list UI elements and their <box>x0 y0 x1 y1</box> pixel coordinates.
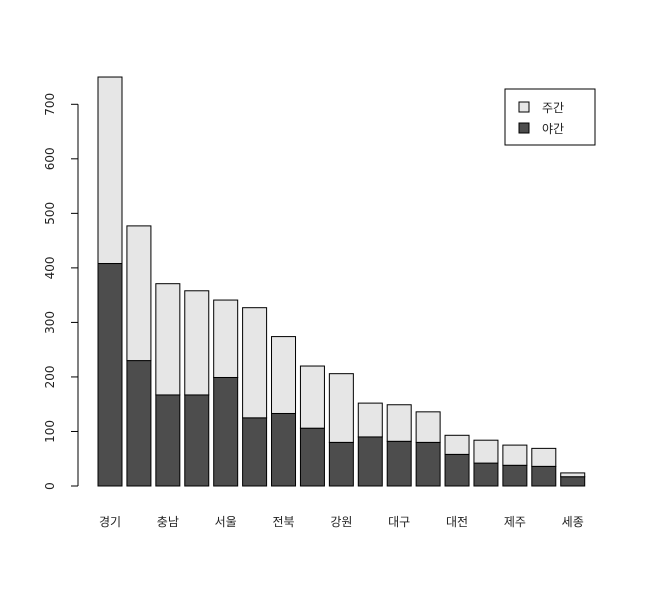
bar-day-8 <box>328 373 354 443</box>
x-axis-labels: 경기 충남 서울 전북 강원 대구 대전 제주 세종 <box>99 515 584 529</box>
y-tick-label: 100 <box>43 420 57 443</box>
x-tick-label: 대전 <box>446 515 468 529</box>
bar-night-9 <box>357 436 383 487</box>
legend-label-day: 주간 <box>542 101 564 115</box>
bar-night-12 <box>444 453 470 487</box>
bar-day-7 <box>299 365 325 429</box>
bar-night-16 <box>560 476 586 487</box>
y-axis: 0 100 200 300 400 500 600 700 <box>43 93 79 490</box>
legend-swatch-night <box>518 122 530 134</box>
legend-label-night: 야간 <box>542 122 564 136</box>
bar-night-7 <box>299 427 325 487</box>
x-tick-label: 세종 <box>562 515 584 529</box>
bar-night-8 <box>328 441 354 487</box>
bar-night-11 <box>415 441 441 487</box>
x-tick-label: 경기 <box>99 515 121 529</box>
bar-day-12 <box>444 434 470 455</box>
bar-night-5 <box>242 417 268 487</box>
bar-night-13 <box>473 462 499 487</box>
bar-day-4 <box>213 299 239 378</box>
bar-night-6 <box>271 412 297 487</box>
bar-night-10 <box>386 440 412 487</box>
bar-night-2 <box>155 394 181 487</box>
bar-night-0 <box>97 263 123 487</box>
x-tick-label: 제주 <box>504 515 526 529</box>
bar-day-14 <box>502 444 528 466</box>
bar-day-9 <box>357 402 383 438</box>
bar-day-0 <box>97 76 123 265</box>
y-tick-label: 400 <box>43 256 57 279</box>
y-tick-label: 300 <box>43 311 57 334</box>
x-tick-label: 대구 <box>388 515 410 529</box>
legend-box <box>504 88 596 146</box>
bar-day-2 <box>155 283 181 396</box>
x-tick-label: 강원 <box>330 515 352 529</box>
bar-day-15 <box>531 447 557 467</box>
bar-day-3 <box>184 290 210 396</box>
x-tick-label: 충남 <box>157 515 179 529</box>
bar-day-5 <box>242 307 268 419</box>
y-tick-label: 200 <box>43 365 57 388</box>
bar-day-6 <box>271 336 297 414</box>
bar-night-14 <box>502 464 528 487</box>
bar-night-3 <box>184 394 210 487</box>
bar-night-4 <box>213 376 239 487</box>
y-tick-label: 700 <box>43 93 57 116</box>
bar-night-15 <box>531 465 557 487</box>
bar-night-1 <box>126 360 152 487</box>
y-tick-label: 600 <box>43 147 57 170</box>
x-tick-label: 서울 <box>215 515 237 529</box>
x-tick-label: 전북 <box>272 515 294 529</box>
bar-day-1 <box>126 225 152 362</box>
bar-day-11 <box>415 411 441 443</box>
bars-layer <box>97 76 586 487</box>
legend-swatch-day <box>518 101 530 113</box>
bar-day-16 <box>560 472 586 478</box>
y-tick-label: 0 <box>43 482 57 490</box>
y-tick-label: 500 <box>43 202 57 225</box>
bar-day-13 <box>473 439 499 464</box>
bar-day-10 <box>386 404 412 442</box>
